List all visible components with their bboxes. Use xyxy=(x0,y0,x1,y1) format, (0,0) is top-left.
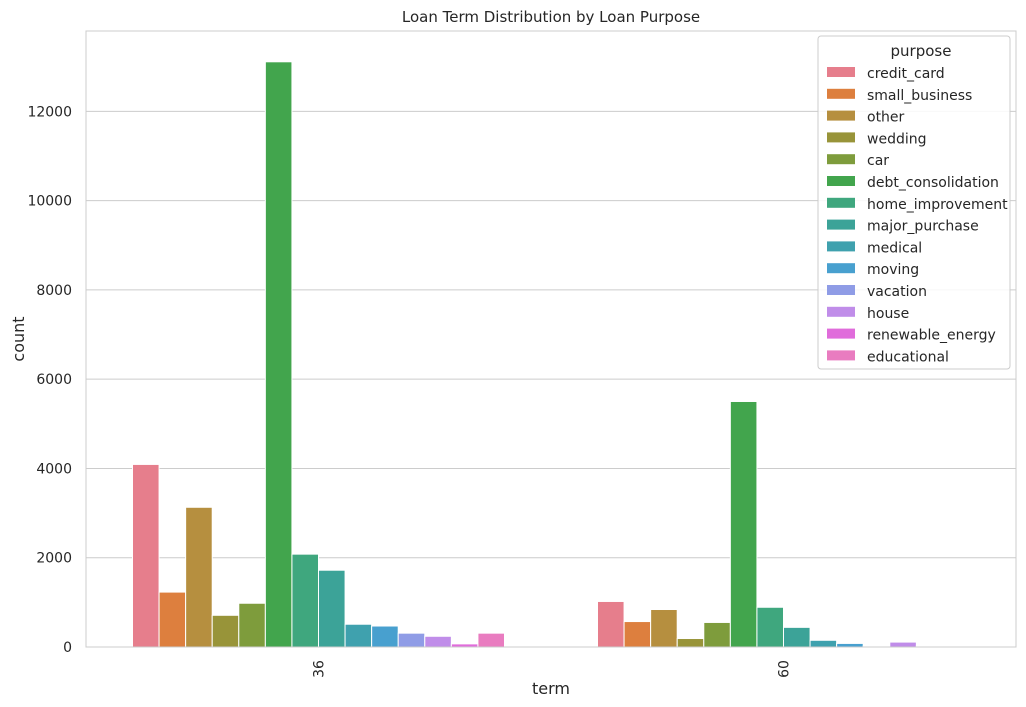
legend-box xyxy=(817,35,1011,370)
bar-vacation-36 xyxy=(397,632,426,648)
legend-label-renewable_energy: renewable_energy xyxy=(867,328,996,344)
legend-swatch-credit_card xyxy=(827,67,855,77)
bar-small_business-60 xyxy=(623,621,652,648)
legend-swatch-car xyxy=(827,154,855,165)
x-tick-label: 36 xyxy=(312,660,328,678)
bar-wedding-36 xyxy=(211,614,240,648)
legend-title: purpose xyxy=(891,42,952,60)
legend-label-educational: educational xyxy=(867,349,949,365)
legend-label-vacation: vacation xyxy=(867,284,927,300)
legend-swatch-major_purchase xyxy=(827,219,855,230)
legend-swatch-educational xyxy=(827,350,855,361)
bar-debt_consolidation-60 xyxy=(729,400,758,648)
x-tick-labels: 36 60 xyxy=(312,660,793,678)
legend-label-moving: moving xyxy=(867,262,919,278)
y-tick-label: 4000 xyxy=(36,461,72,477)
y-axis-title: count xyxy=(9,316,28,361)
legend-label-debt_consolidation: debt_consolidation xyxy=(867,175,999,191)
bar-other-36 xyxy=(185,506,213,648)
bar-car-36 xyxy=(238,602,266,648)
bar-medical-60 xyxy=(809,639,838,648)
x-axis-title: term xyxy=(532,679,570,698)
bar-major_purchase-36 xyxy=(318,569,346,648)
legend-swatch-house xyxy=(827,306,855,317)
legend-label-car: car xyxy=(867,153,889,169)
y-tick-label: 12000 xyxy=(27,104,72,120)
legend-label-wedding: wedding xyxy=(867,131,927,147)
bar-wedding-60 xyxy=(676,638,705,648)
bar-credit_card-60 xyxy=(597,600,625,648)
legend-swatch-moving xyxy=(827,263,855,274)
bar-major_purchase-60 xyxy=(783,626,811,648)
y-tick-labels: 0 2000 4000 6000 8000 10000 12000 xyxy=(27,104,72,656)
bar-educational-36 xyxy=(477,632,505,648)
bar-house-36 xyxy=(424,635,452,648)
legend-swatch-debt_consolidation xyxy=(827,176,855,186)
bar-moving-36 xyxy=(371,625,399,648)
bar-home_improvement-36 xyxy=(291,553,319,648)
bar-house-60 xyxy=(889,641,917,648)
plot-frame xyxy=(85,30,1017,648)
legend-label-home_improvement: home_improvement xyxy=(867,197,1008,213)
y-tick-label: 0 xyxy=(63,640,72,656)
legend-swatch-renewable_energy xyxy=(827,328,855,339)
y-tick-label: 2000 xyxy=(36,551,72,567)
bar-home_improvement-60 xyxy=(756,606,785,648)
legend-label-house: house xyxy=(867,306,909,322)
bar-car-60 xyxy=(703,621,731,648)
x-tick-label: 60 xyxy=(777,660,793,678)
bar-credit_card-36 xyxy=(132,463,160,648)
legend-swatch-other xyxy=(827,110,855,121)
y-tick-label: 6000 xyxy=(36,372,72,388)
legend-label-major_purchase: major_purchase xyxy=(867,219,979,235)
bar-debt_consolidation-36 xyxy=(264,61,293,648)
bar-medical-36 xyxy=(344,623,373,648)
legend-swatch-wedding xyxy=(827,132,855,143)
legend-swatch-vacation xyxy=(827,285,855,295)
bar-small_business-36 xyxy=(158,591,187,648)
legend-label-small_business: small_business xyxy=(867,88,972,104)
bar-moving-60 xyxy=(836,642,864,648)
legend-swatch-medical xyxy=(827,241,855,252)
legend-label-credit_card: credit_card xyxy=(867,66,945,82)
legend-swatch-small_business xyxy=(827,88,855,99)
legend-label-other: other xyxy=(867,110,905,126)
y-tick-label: 10000 xyxy=(27,194,72,210)
bar-other-60 xyxy=(650,609,678,648)
legend-swatch-home_improvement xyxy=(827,197,855,208)
chart-title: Loan Term Distribution by Loan Purpose xyxy=(402,8,700,26)
legend-label-medical: medical xyxy=(867,240,922,256)
y-tick-label: 8000 xyxy=(36,283,72,299)
